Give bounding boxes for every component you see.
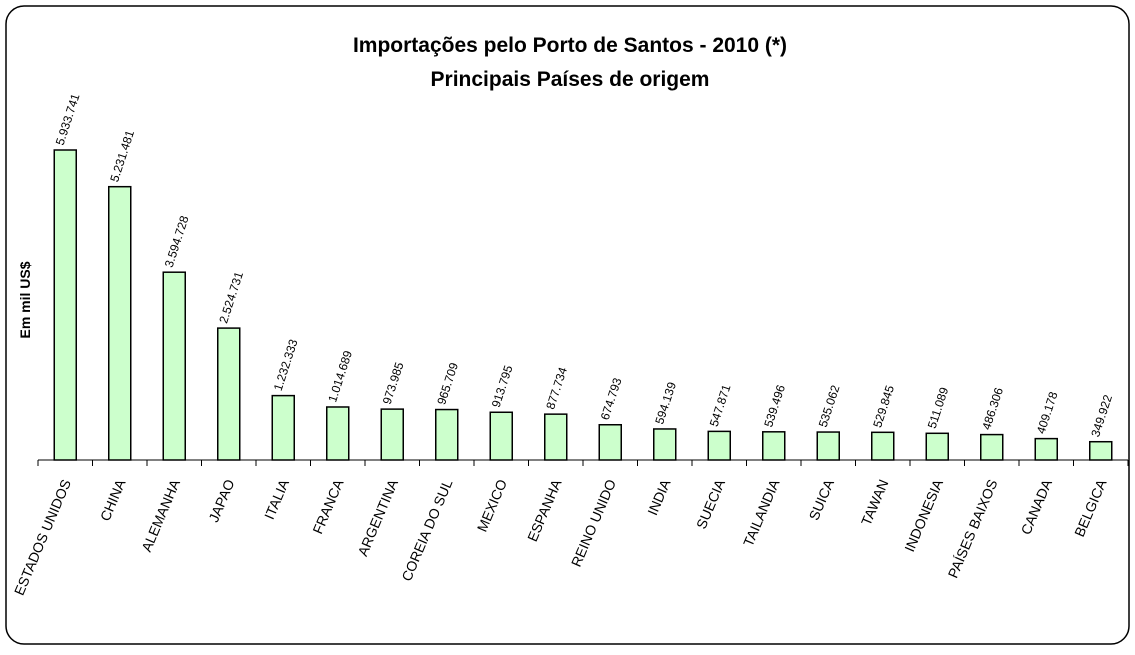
bar [380,408,404,461]
bar [653,428,677,461]
bar [544,413,568,461]
chart-subtitle: Principais Países de origem [431,68,710,91]
bar [489,411,513,461]
y-axis-label: Em mil US$ [17,261,33,338]
bar [871,431,895,461]
bar [707,430,731,461]
chart-frame [5,5,1130,645]
bar [598,423,622,461]
bar [1034,437,1058,461]
bar [816,431,840,461]
bar [435,408,459,461]
bar [326,406,350,461]
bar [162,271,186,461]
bar [1089,440,1113,461]
bar [108,185,132,461]
bar [925,432,949,461]
bar [980,433,1004,461]
bar [762,431,786,461]
bar [271,394,295,461]
bar [53,149,77,461]
bar [217,327,241,461]
chart-title: Importações pelo Porto de Santos - 2010 … [353,34,787,57]
